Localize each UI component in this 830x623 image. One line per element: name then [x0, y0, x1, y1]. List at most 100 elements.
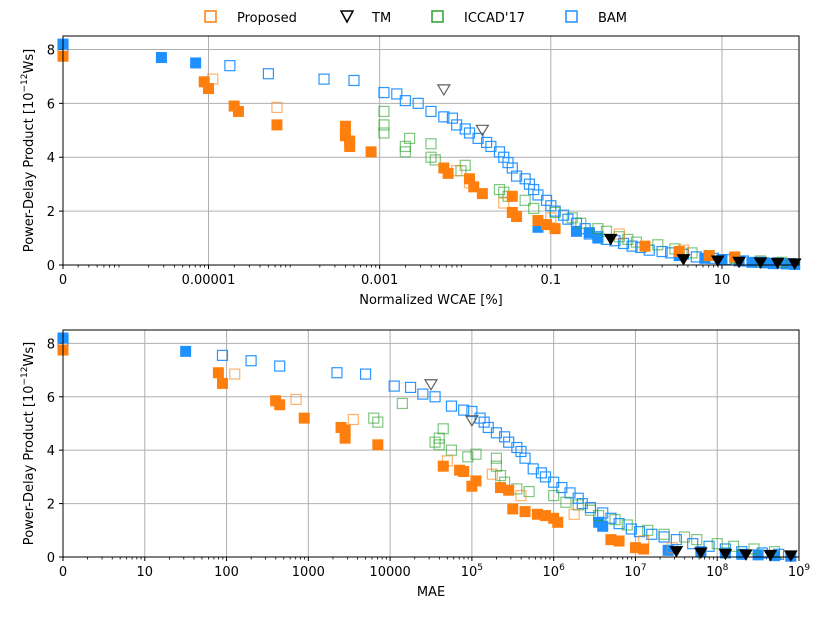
legend-label-proposed: Proposed — [237, 11, 297, 26]
chart1-point-bam-open — [535, 467, 548, 479]
chart1-point-tm-filled — [763, 549, 778, 562]
chart0-point-iccad17-open — [592, 223, 604, 235]
chart0-point-bam-open — [472, 132, 484, 144]
chart0-point-proposed-open — [498, 197, 510, 209]
chart0-point-tm-filled — [676, 254, 691, 266]
chart1-x-tick-label-0: 0 — [59, 565, 67, 580]
chart1-point-proposed-open — [515, 489, 527, 502]
chart1-point-proposed-filled — [552, 516, 564, 528]
chart0-point-bam-open — [412, 97, 424, 109]
chart0-point-bam-open — [558, 209, 570, 221]
chart0-x-tick-label-3: 0.1 — [540, 273, 561, 288]
chart0-plot-frame — [62, 35, 800, 266]
chart1-point-tm-open — [423, 379, 439, 391]
chart1-point-bam-filled — [180, 345, 192, 357]
chart1-x-tick-label-4: 10000 — [369, 565, 410, 580]
chart0-point-bam-open — [391, 88, 403, 100]
chart1-point-proposed-filled — [212, 367, 224, 379]
chart1-point-iccad17-open — [678, 531, 691, 543]
legend-entry-iccad17: ICCAD'17 — [431, 10, 525, 26]
chart1-point-iccad17-open — [572, 499, 584, 511]
chart0-point-bam-open — [446, 112, 458, 124]
chart0-point-proposed-filled — [271, 119, 283, 131]
chart0-point-bam-open — [425, 105, 437, 118]
chart1-point-proposed-filled — [458, 466, 470, 478]
chart0-point-proposed-filled — [232, 105, 244, 117]
chart1-point-proposed-open — [638, 535, 650, 547]
chart0-y-tick-label-2: 4 — [47, 151, 55, 166]
bottom-scatter-plot: 0 10 100 1000 10000 105 106 107 108 109 0 2 4 6 8 MAE Po… — [20, 329, 810, 600]
chart1-point-bam-open — [474, 412, 486, 424]
chart1-point-iccad17-open — [748, 543, 760, 555]
chart1-point-iccad17-open — [548, 489, 560, 502]
chart0-y-tick-label-3: 6 — [47, 97, 55, 112]
chart0-point-proposed-filled — [365, 146, 377, 158]
chart0-point-proposed-filled — [344, 140, 356, 152]
chart0-point-bam-open — [348, 74, 360, 87]
chart1-point-proposed-filled — [503, 484, 515, 496]
chart1-point-bam-open — [576, 497, 588, 510]
chart0-point-tm-open — [436, 84, 451, 97]
chart0-point-proposed-filled — [202, 83, 214, 95]
chart1-point-bam-filled — [597, 520, 609, 532]
chart0-y-tick-label-0: 0 — [47, 259, 55, 274]
chart1-point-proposed-open — [486, 468, 498, 480]
legend-marker-iccad17 — [431, 10, 444, 23]
chart1-x-tick-label-7: 107 — [624, 563, 646, 580]
chart1-point-bam-open — [388, 380, 400, 392]
chart0-point-iccad17-open — [519, 194, 531, 206]
chart0-point-iccad17-open — [378, 119, 390, 131]
chart1-point-tm-filled — [718, 548, 733, 561]
chart0-point-iccad17-open — [404, 132, 416, 144]
chart0-point-tm-filled — [753, 257, 768, 269]
chart1-point-proposed-open — [347, 413, 359, 426]
chart0-point-bam-open — [459, 123, 471, 135]
chart1-point-bam-open — [658, 531, 670, 543]
chart0-y-tick-label-1: 2 — [47, 205, 55, 220]
chart0-point-iccad17-open — [425, 151, 437, 163]
chart0-point-proposed-filled — [549, 223, 561, 235]
chart1-y-tick-label-2: 4 — [47, 444, 55, 459]
chart1-point-bam-open — [216, 349, 229, 361]
chart0-point-proposed-filled — [442, 167, 454, 179]
legend-label-iccad17: ICCAD'17 — [464, 11, 525, 26]
chart1-point-bam-open — [331, 367, 343, 379]
chart1-x-tick-label-5: 105 — [461, 563, 483, 580]
chart0-point-bam-filled — [190, 57, 202, 69]
chart1-point-proposed-filled — [298, 412, 310, 424]
chart1-point-bam-open — [417, 388, 429, 400]
chart0-point-proposed-filled — [639, 240, 651, 252]
chart0-point-proposed-open — [271, 101, 283, 113]
chart1-point-bam-open — [515, 445, 527, 458]
chart1-y-tick-label-4: 8 — [47, 337, 55, 352]
chart0-point-bam-open — [318, 73, 330, 85]
chart0-point-iccad17-open — [378, 127, 390, 139]
chart1-point-bam-open — [404, 381, 417, 394]
chart1-plot-frame — [62, 329, 800, 558]
chart0-point-bam-open — [510, 170, 523, 182]
chart1-point-iccad17-open — [711, 538, 723, 550]
chart0-point-iccad17-open — [528, 202, 540, 215]
chart0-point-bam-open — [399, 95, 411, 107]
chart1-point-iccad17-open — [494, 469, 507, 482]
chart1-point-iccad17-open — [609, 514, 621, 526]
chart0-point-bam-open — [378, 86, 390, 99]
chart1-point-bam-open — [687, 538, 699, 550]
chart1-point-iccad17-open — [490, 452, 503, 464]
chart0-point-iccad17-open — [575, 217, 587, 229]
chart1-x-tick-label-6: 106 — [543, 563, 566, 580]
legend-entry-bam: BAM — [565, 10, 627, 26]
chart1-point-proposed-open — [568, 508, 580, 520]
chart1-point-iccad17-open — [691, 534, 703, 546]
chart1-point-tm-open — [464, 415, 479, 427]
chart0-point-proposed-open — [207, 73, 219, 85]
chart1-point-bam-open — [527, 463, 539, 475]
chart1-point-bam-open — [613, 518, 625, 530]
chart0-point-iccad17-open — [652, 239, 664, 251]
chart0-point-bam-open — [562, 213, 574, 225]
chart1-x-tick-label-2: 100 — [214, 565, 239, 580]
legend-entry-proposed: Proposed — [204, 10, 297, 26]
chart0-point-proposed-open — [451, 165, 463, 177]
chart0-point-tm-filled — [770, 257, 785, 270]
chart1-point-tm-filled — [783, 550, 798, 562]
